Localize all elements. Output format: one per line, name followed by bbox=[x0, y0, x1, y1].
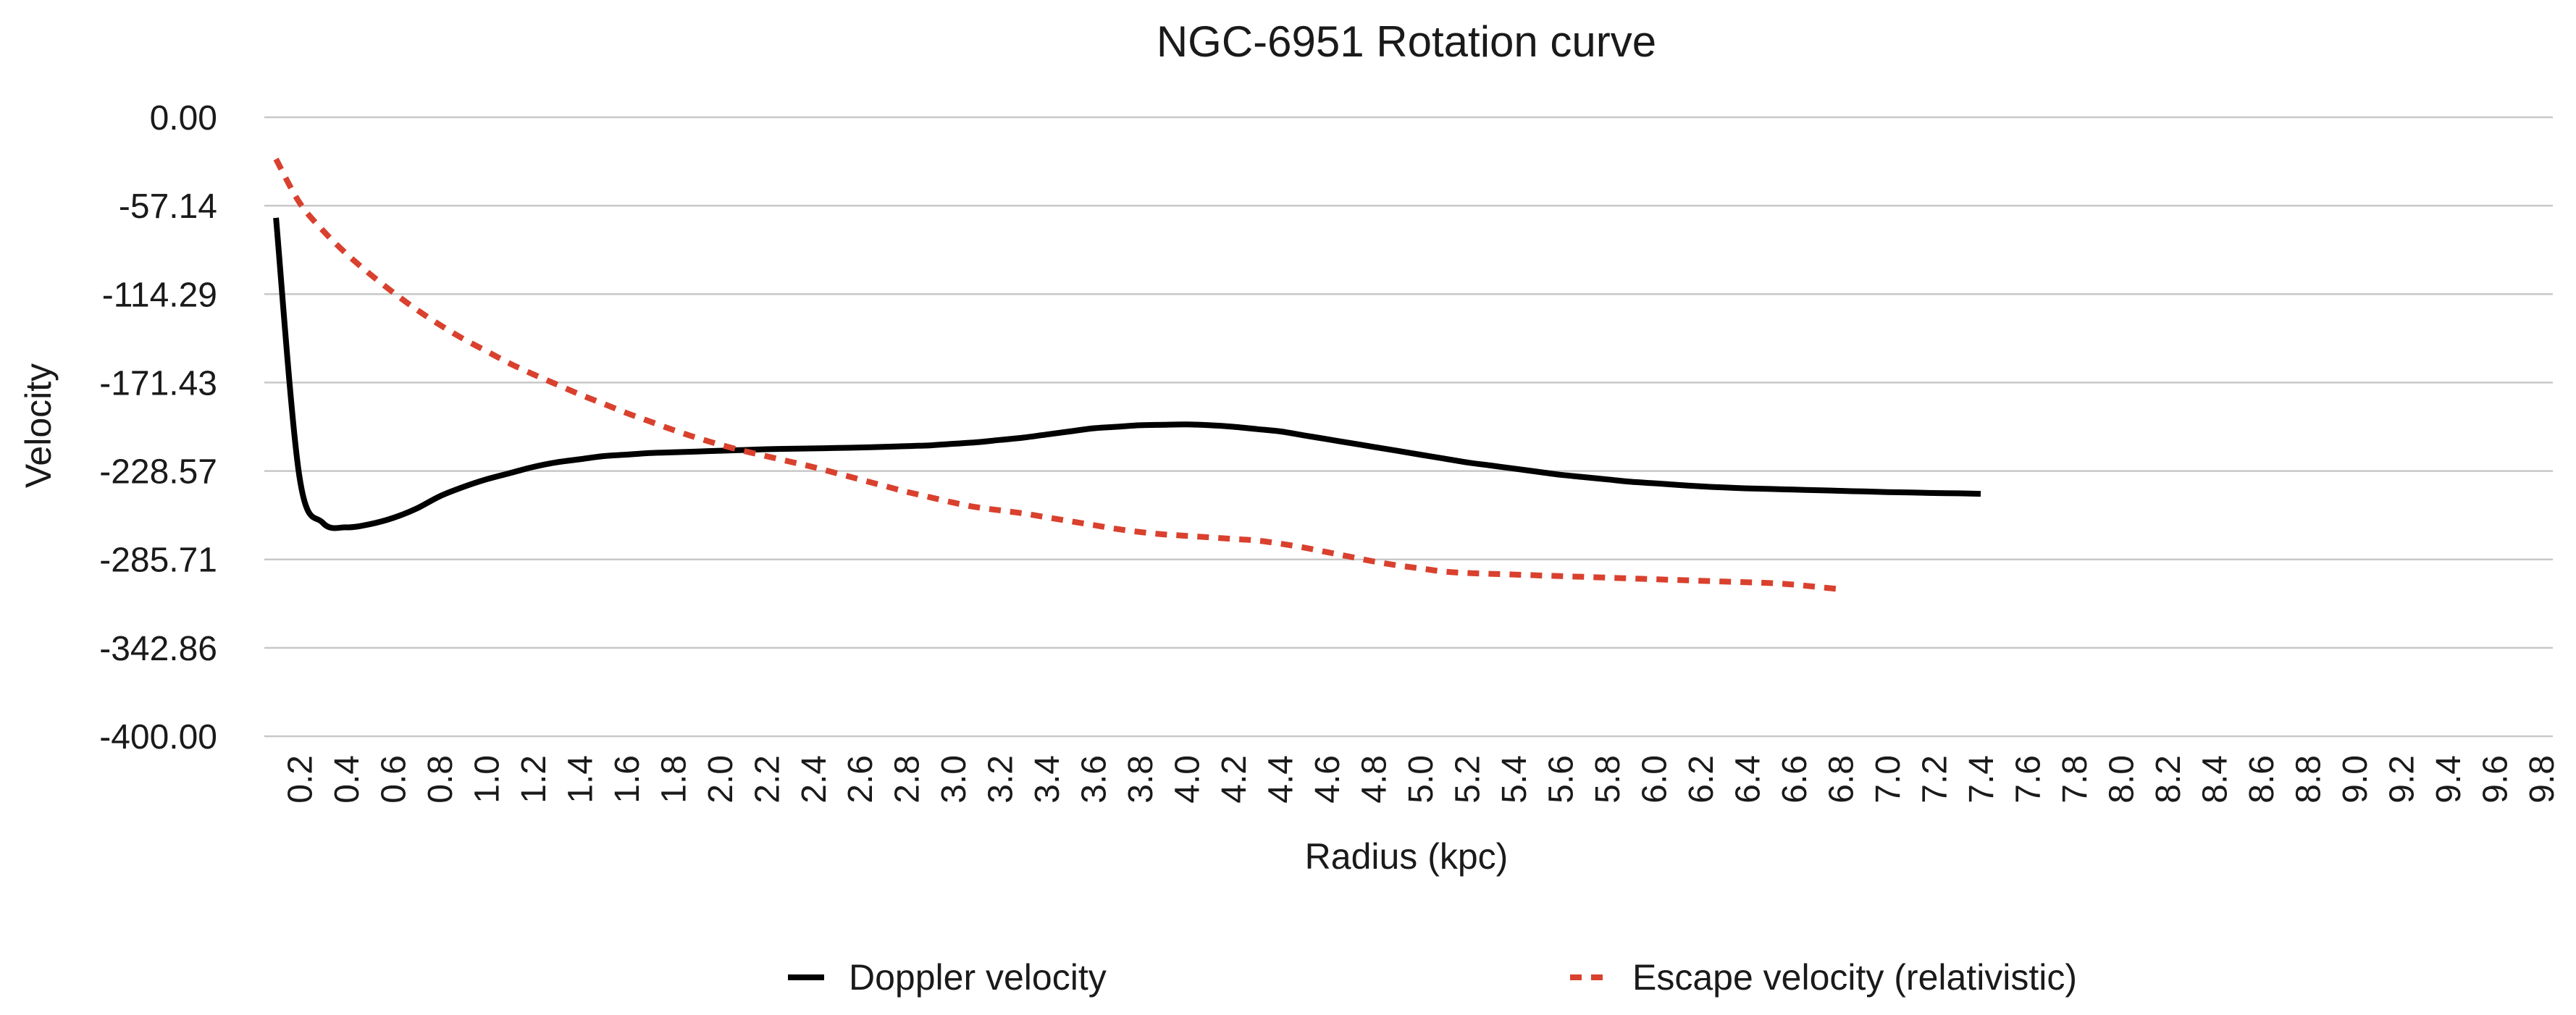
x-axis-ticks: 0.2 0.4 0.6 0.8 1.0 1.2 1.4 1.6 1.8 2.0 2.2 2.4 2.6 2… bbox=[281, 755, 2562, 804]
series-line-escape bbox=[273, 157, 1841, 592]
legend-label-escape: Escape velocity (relativistic) bbox=[1632, 957, 2077, 998]
x-tick-label: 1.0 bbox=[468, 755, 506, 804]
x-tick-label: 0.8 bbox=[421, 755, 460, 804]
x-tick-label: 0.2 bbox=[281, 755, 319, 804]
x-tick-label: 4.8 bbox=[1356, 755, 1394, 804]
legend-item-doppler[interactable]: Doppler velocity bbox=[788, 957, 1107, 998]
x-tick-label: 9.0 bbox=[2336, 755, 2375, 804]
y-axis-ticks: 0.00 -57.14 -114.29 -171.43 -228.57 -285.71 -3… bbox=[99, 99, 217, 757]
x-tick-label: 3.0 bbox=[935, 755, 973, 804]
x-tick-label: 9.8 bbox=[2523, 755, 2562, 804]
x-tick-label: 5.8 bbox=[1589, 755, 1627, 804]
x-tick-label: 9.2 bbox=[2383, 755, 2421, 804]
x-tick-label: 7.0 bbox=[1869, 755, 1908, 804]
x-tick-label: 2.6 bbox=[842, 755, 880, 804]
x-tick-label: 2.4 bbox=[795, 755, 834, 804]
x-tick-label: 5.6 bbox=[1543, 755, 1581, 804]
x-axis-label: Radius (kpc) bbox=[1305, 836, 1509, 877]
x-tick-label: 8.0 bbox=[2102, 755, 2141, 804]
x-tick-label: 3.4 bbox=[1028, 755, 1067, 804]
x-tick-label: 2.2 bbox=[748, 755, 786, 804]
y-tick-label: -285.71 bbox=[99, 542, 217, 580]
legend: Doppler velocity Escape velocity (relati… bbox=[788, 957, 2077, 998]
x-tick-label: 5.4 bbox=[1495, 755, 1534, 804]
x-tick-label: 2.8 bbox=[889, 755, 927, 804]
y-tick-label: -228.57 bbox=[99, 453, 217, 492]
x-tick-label: 3.8 bbox=[1122, 755, 1160, 804]
x-tick-label: 8.2 bbox=[2149, 755, 2188, 804]
x-tick-label: 5.2 bbox=[1449, 755, 1488, 804]
x-tick-label: 8.4 bbox=[2196, 755, 2234, 804]
x-tick-label: 6.6 bbox=[1776, 755, 1814, 804]
x-tick-label: 7.4 bbox=[1963, 755, 2001, 804]
x-tick-label: 4.0 bbox=[1169, 755, 1207, 804]
y-tick-label: 0.00 bbox=[150, 99, 217, 138]
series-lines bbox=[273, 157, 1981, 592]
x-tick-label: 7.2 bbox=[1916, 755, 1955, 804]
x-tick-label: 1.2 bbox=[515, 755, 553, 804]
x-tick-label: 6.4 bbox=[1729, 755, 1768, 804]
x-tick-label: 6.8 bbox=[1823, 755, 1861, 804]
x-tick-label: 7.8 bbox=[2056, 755, 2094, 804]
series-line-doppler bbox=[273, 217, 1981, 531]
x-tick-label: 1.4 bbox=[561, 755, 600, 804]
y-tick-label: -171.43 bbox=[99, 364, 217, 403]
x-tick-label: 6.2 bbox=[1682, 755, 1721, 804]
x-tick-label: 9.6 bbox=[2476, 755, 2514, 804]
legend-item-escape[interactable]: Escape velocity (relativistic) bbox=[1570, 957, 2077, 998]
x-tick-label: 0.6 bbox=[374, 755, 413, 804]
y-tick-label: -114.29 bbox=[102, 276, 217, 314]
x-tick-label: 5.0 bbox=[1402, 755, 1440, 804]
gridlines bbox=[264, 116, 2553, 738]
y-tick-label: -342.86 bbox=[99, 630, 217, 668]
x-tick-label: 3.2 bbox=[982, 755, 1020, 804]
y-axis-label: Velocity bbox=[18, 363, 59, 488]
x-tick-label: 7.6 bbox=[2009, 755, 2047, 804]
chart-title: NGC-6951 Rotation curve bbox=[1157, 17, 1656, 66]
y-tick-label: -400.00 bbox=[99, 718, 217, 757]
x-tick-label: 0.4 bbox=[328, 755, 366, 804]
x-tick-label: 4.2 bbox=[1215, 755, 1254, 804]
x-tick-label: 6.0 bbox=[1636, 755, 1674, 804]
legend-label-doppler: Doppler velocity bbox=[849, 957, 1107, 998]
x-tick-label: 3.6 bbox=[1075, 755, 1114, 804]
x-tick-label: 4.4 bbox=[1262, 755, 1301, 804]
x-tick-label: 1.6 bbox=[608, 755, 647, 804]
x-tick-label: 8.8 bbox=[2289, 755, 2328, 804]
x-tick-label: 9.4 bbox=[2430, 755, 2468, 804]
x-tick-label: 2.0 bbox=[702, 755, 740, 804]
x-tick-label: 4.6 bbox=[1309, 755, 1347, 804]
y-tick-label: -57.14 bbox=[119, 188, 217, 226]
x-tick-label: 8.6 bbox=[2243, 755, 2281, 804]
x-tick-label: 1.8 bbox=[655, 755, 693, 804]
